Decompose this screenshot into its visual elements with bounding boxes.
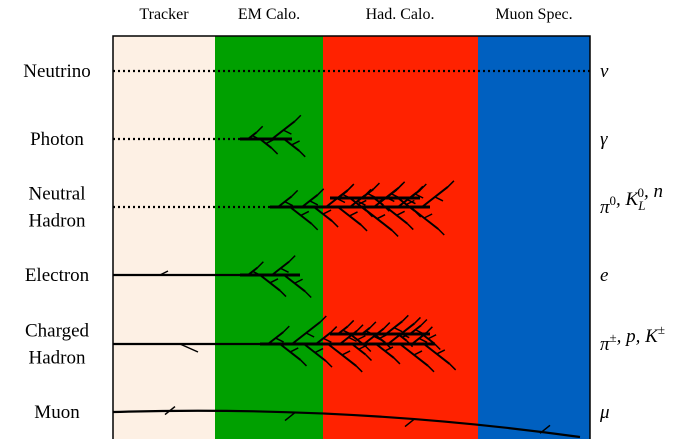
symbol-part: π (600, 334, 610, 355)
column-header: Had. Calo. (366, 6, 435, 23)
column-header: Tracker (139, 6, 189, 23)
symbol-part: , K (616, 189, 640, 210)
symbol-sup: ± (610, 330, 617, 345)
particle-symbol: π0, KL0, n (600, 181, 663, 218)
particle-symbol: γ (600, 129, 608, 150)
symbol-part: ν (600, 61, 609, 82)
column-header: EM Calo. (238, 6, 300, 23)
particle-label: Hadron (29, 211, 86, 232)
symbol-sup: ± (658, 322, 665, 337)
symbol-part: μ (599, 402, 610, 423)
column-header: Muon Spec. (495, 6, 572, 23)
symbol-part: e (600, 265, 608, 286)
particle-label: Charged (25, 321, 90, 342)
em-calo-region (215, 36, 323, 439)
symbol-part: π (600, 197, 610, 218)
particle-label: Neutral (29, 184, 86, 205)
muon-region (478, 36, 590, 439)
tracker-region (113, 36, 215, 439)
particle-label: Neutrino (23, 61, 91, 82)
particle-symbol: e (600, 265, 608, 286)
symbol-part: γ (600, 129, 608, 150)
particle-symbol: π±, p, K± (600, 322, 665, 355)
particle-label: Hadron (29, 348, 86, 369)
particle-symbol: ν (600, 61, 609, 82)
symbol-part: , p, K (617, 326, 660, 347)
page: Tracker EM Calo. Had. Calo. Muon Spec. Neutr… (0, 0, 695, 439)
particle-label: Electron (25, 265, 90, 286)
diagram: Tracker EM Calo. Had. Calo. Muon Spec. Neutr… (0, 0, 695, 439)
symbol-part: , n (644, 181, 663, 202)
had-calo-region (323, 36, 478, 439)
particle-label: Muon (34, 402, 80, 423)
particle-label: Photon (30, 129, 84, 150)
particle-symbol: μ (599, 402, 610, 423)
